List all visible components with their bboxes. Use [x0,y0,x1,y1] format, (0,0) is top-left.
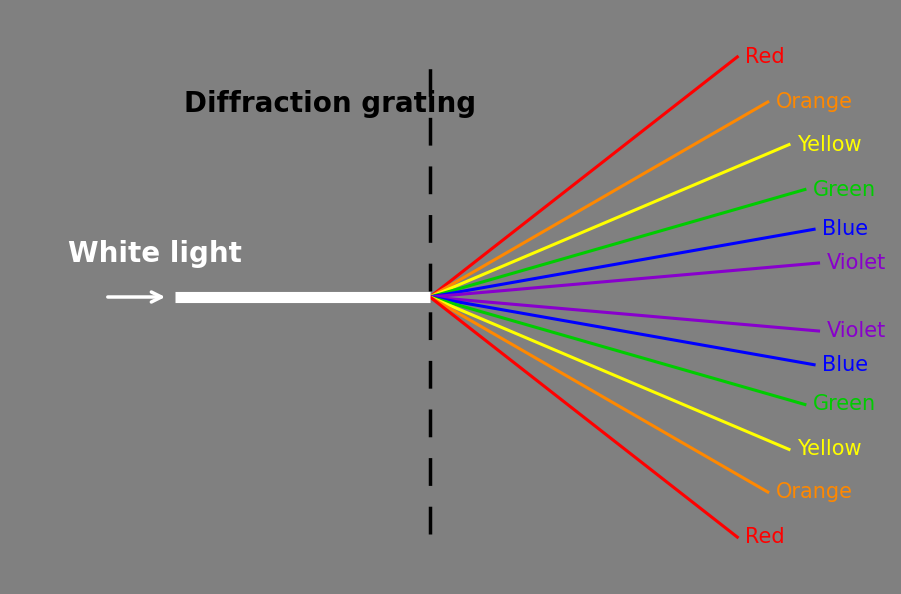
Text: Violet: Violet [826,253,886,273]
Text: Red: Red [745,527,785,547]
Text: Blue: Blue [822,355,869,375]
Text: Orange: Orange [776,482,852,502]
Text: White light: White light [68,240,242,268]
Text: Green: Green [813,394,876,415]
Text: Blue: Blue [822,219,869,239]
Text: Yellow: Yellow [797,440,861,459]
Text: Green: Green [813,179,876,200]
Text: Orange: Orange [776,92,852,112]
Text: Diffraction grating: Diffraction grating [184,90,476,118]
Text: Violet: Violet [826,321,886,341]
Text: Yellow: Yellow [797,135,861,154]
Text: Red: Red [745,47,785,67]
